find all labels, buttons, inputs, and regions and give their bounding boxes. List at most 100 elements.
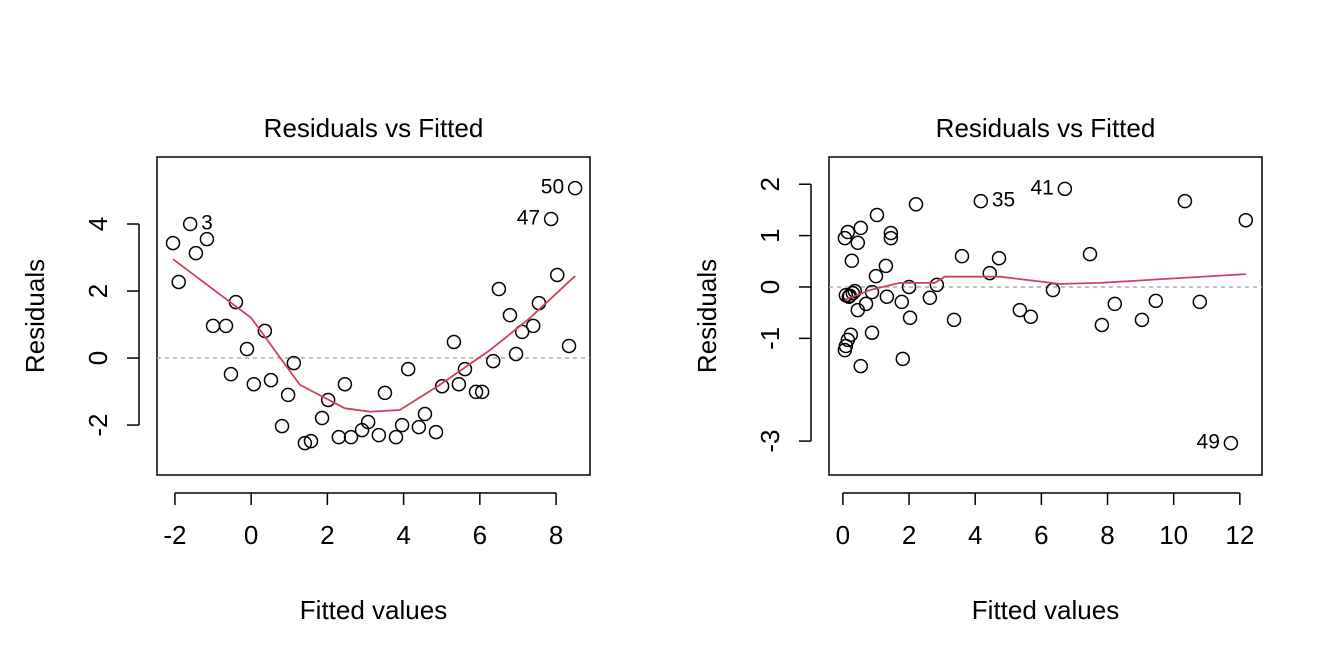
point bbox=[297, 435, 313, 451]
smooth-line bbox=[172, 258, 576, 413]
point bbox=[223, 366, 239, 382]
point bbox=[1045, 282, 1061, 298]
point bbox=[1107, 296, 1123, 312]
point bbox=[388, 429, 404, 445]
x-tick-label: 2 bbox=[320, 520, 334, 550]
x-tick-label: 8 bbox=[1100, 520, 1114, 550]
point bbox=[457, 361, 473, 377]
y-axis-label: Residuals bbox=[20, 259, 50, 373]
point bbox=[320, 392, 336, 408]
point bbox=[1238, 212, 1254, 228]
y-tick-label: 0 bbox=[755, 280, 785, 294]
point bbox=[474, 384, 490, 400]
point bbox=[343, 429, 359, 445]
point bbox=[165, 235, 181, 251]
point-label: 3 bbox=[201, 212, 213, 235]
point bbox=[853, 358, 869, 374]
point bbox=[543, 211, 559, 227]
point bbox=[567, 180, 583, 196]
point bbox=[847, 283, 863, 299]
point bbox=[1134, 312, 1150, 328]
point bbox=[844, 253, 860, 269]
point bbox=[895, 351, 911, 367]
point bbox=[491, 281, 507, 297]
point-label: 47 bbox=[517, 207, 540, 230]
y-axis-label: Residuals bbox=[692, 259, 722, 373]
point bbox=[853, 220, 869, 236]
x-axis-label: Fitted values bbox=[300, 595, 447, 625]
point bbox=[1057, 181, 1073, 197]
point bbox=[879, 289, 895, 304]
point bbox=[171, 274, 186, 290]
plot-box bbox=[156, 156, 591, 476]
point bbox=[508, 346, 524, 362]
point bbox=[188, 245, 204, 261]
point bbox=[1023, 309, 1039, 325]
point bbox=[303, 433, 319, 449]
point bbox=[883, 225, 899, 241]
point bbox=[982, 265, 998, 281]
x-tick-label: 12 bbox=[1225, 520, 1254, 550]
y-tick-label: 0 bbox=[83, 351, 113, 365]
x-tick-label: 6 bbox=[473, 520, 487, 550]
point bbox=[908, 197, 924, 212]
point bbox=[434, 378, 450, 394]
point bbox=[531, 295, 547, 311]
point bbox=[314, 410, 330, 426]
point bbox=[446, 334, 462, 350]
x-axis-label: Fitted values bbox=[972, 595, 1119, 625]
point bbox=[929, 277, 945, 293]
point bbox=[400, 361, 416, 377]
y-tick-label: -1 bbox=[755, 327, 785, 350]
point bbox=[417, 406, 433, 422]
point bbox=[331, 429, 347, 445]
point bbox=[182, 216, 198, 232]
x-tick-label: 0 bbox=[836, 520, 850, 550]
point bbox=[199, 231, 215, 247]
plot-box bbox=[828, 156, 1263, 476]
point bbox=[428, 424, 444, 440]
y-tick-label: 1 bbox=[755, 228, 785, 242]
point bbox=[411, 419, 427, 435]
point bbox=[468, 384, 484, 400]
point bbox=[878, 258, 894, 274]
x-tick-label: 8 bbox=[549, 520, 563, 550]
chart-title: Residuals vs Fitted bbox=[936, 113, 1156, 143]
point bbox=[371, 427, 387, 443]
point bbox=[901, 279, 917, 295]
point bbox=[485, 353, 501, 369]
point bbox=[843, 327, 859, 343]
point bbox=[239, 341, 255, 357]
point-label: 49 bbox=[1197, 431, 1220, 454]
point bbox=[218, 318, 234, 334]
x-tick-label: 4 bbox=[396, 520, 410, 550]
point bbox=[205, 318, 221, 334]
point bbox=[360, 414, 376, 430]
point bbox=[246, 376, 262, 392]
x-tick-label: 10 bbox=[1159, 520, 1188, 550]
y-tick-label: -3 bbox=[755, 430, 785, 453]
point-label: 50 bbox=[541, 176, 564, 199]
y-tick-label: 2 bbox=[83, 284, 113, 298]
point bbox=[502, 307, 518, 323]
point bbox=[868, 268, 884, 284]
point bbox=[858, 296, 874, 312]
point bbox=[280, 387, 296, 403]
point-label: 41 bbox=[1030, 176, 1053, 199]
point bbox=[894, 294, 910, 310]
point bbox=[1192, 294, 1208, 310]
x-tick-label: 2 bbox=[902, 520, 916, 550]
chart-title: Residuals vs Fitted bbox=[264, 113, 484, 143]
point bbox=[451, 376, 467, 392]
x-tick-label: 6 bbox=[1034, 520, 1048, 550]
point bbox=[922, 290, 938, 306]
point bbox=[869, 207, 885, 223]
point bbox=[973, 193, 989, 209]
point bbox=[840, 224, 856, 240]
point bbox=[991, 250, 1007, 266]
smooth-line bbox=[844, 273, 1246, 301]
point bbox=[902, 310, 918, 326]
point bbox=[883, 230, 899, 246]
x-tick-label: 0 bbox=[244, 520, 258, 550]
